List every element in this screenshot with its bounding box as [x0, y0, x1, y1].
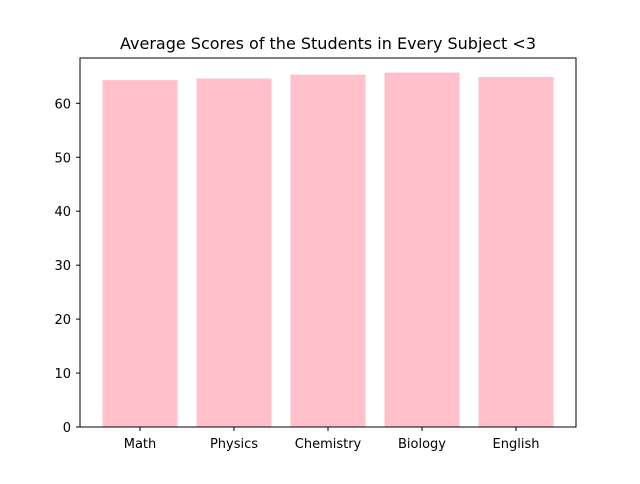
y-axis-ticks: 0 10 20 30 40 50 60 [54, 97, 80, 436]
bar-math [102, 80, 178, 428]
x-tick-label: Math [124, 437, 157, 452]
x-tick-label: English [493, 437, 540, 452]
y-tick-label: 40 [54, 205, 71, 220]
chart-title: Average Scores of the Students in Every … [120, 34, 536, 53]
x-axis-ticks: Math Physics Chemistry Biology English [124, 427, 540, 452]
bar-physics [196, 78, 272, 427]
bar-english [478, 76, 554, 427]
bar-biology [384, 72, 460, 427]
y-tick-label: 50 [54, 151, 71, 166]
bar-chemistry [290, 74, 366, 427]
y-tick-label: 30 [54, 259, 71, 274]
y-tick-label: 20 [54, 313, 71, 328]
x-tick-label: Biology [398, 437, 446, 452]
y-tick-label: 0 [63, 421, 71, 436]
y-tick-label: 60 [54, 97, 71, 112]
y-tick-label: 10 [54, 367, 71, 382]
x-tick-label: Physics [210, 437, 258, 452]
bars-layer [102, 72, 554, 428]
x-tick-label: Chemistry [295, 437, 362, 452]
